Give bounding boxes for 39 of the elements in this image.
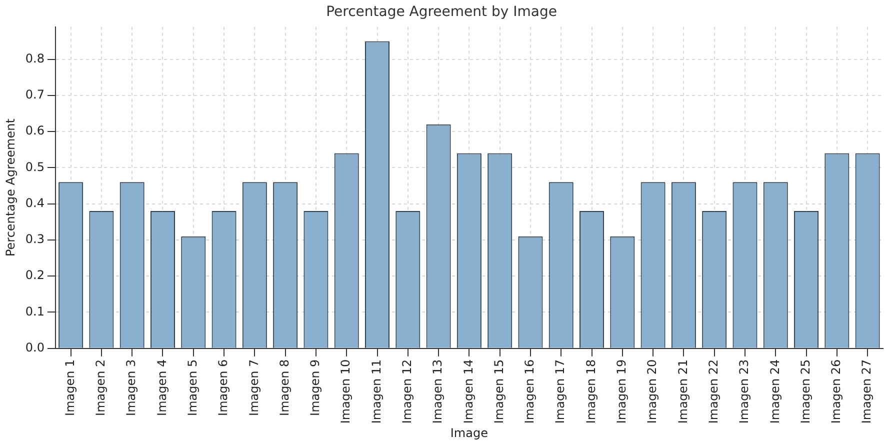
x-tick-label: Imagen 8 — [277, 359, 292, 416]
x-tick-label: Imagen 24 — [768, 359, 782, 424]
x-tick-label: Imagen 13 — [430, 359, 445, 424]
x-tick-label: Imagen 19 — [614, 359, 629, 424]
y-tick-label: 0.3 — [25, 232, 44, 246]
x-tick-label: Imagen 9 — [308, 359, 322, 416]
y-tick-label: 0.6 — [25, 124, 44, 138]
y-tick-label: 0.7 — [25, 88, 44, 102]
x-tick-label: Imagen 18 — [584, 359, 598, 424]
y-tick-label: 0.8 — [25, 51, 44, 66]
x-tick-label: Imagen 15 — [492, 359, 506, 424]
y-tick-label: 0.4 — [25, 196, 44, 210]
y-tick-label: 0.5 — [25, 160, 44, 174]
x-tick-label: Imagen 11 — [369, 359, 384, 424]
x-tick-label: Imagen 5 — [186, 359, 200, 416]
y-tick-label: 0.1 — [25, 304, 44, 318]
x-axis-title: Image — [450, 426, 488, 440]
x-tick-label: Imagen 16 — [522, 359, 537, 424]
x-tick-label: Imagen 26 — [829, 359, 844, 424]
x-tick-label: Imagen 4 — [154, 359, 169, 416]
x-tick-label: Imagen 21 — [676, 359, 690, 424]
x-tick-label: Imagen 17 — [553, 359, 568, 424]
x-tick-label: Imagen 7 — [246, 359, 261, 416]
x-tick-label: Imagen 20 — [645, 359, 660, 424]
x-tick-label: Imagen 1 — [62, 359, 77, 416]
x-tick-label: Imagen 14 — [461, 359, 476, 424]
chart-title: Percentage Agreement by Image — [326, 4, 557, 20]
x-tick-label: Imagen 3 — [124, 359, 138, 416]
x-tick-label: Imagen 22 — [706, 359, 720, 424]
x-tick-label: Imagen 10 — [338, 359, 353, 424]
x-tick-label: Imagen 2 — [94, 359, 108, 416]
x-tick-label: Imagen 27 — [860, 359, 874, 424]
y-axis-title: Percentage Agreement — [3, 118, 18, 257]
y-tick-label: 0.0 — [25, 340, 44, 354]
y-tick-label: 0.2 — [25, 268, 44, 282]
x-tick-label: Imagen 12 — [400, 359, 414, 424]
x-tick-label: Imagen 23 — [737, 359, 752, 424]
x-tick-label: Imagen 25 — [798, 359, 812, 424]
x-tick-label: Imagen 6 — [216, 359, 230, 416]
